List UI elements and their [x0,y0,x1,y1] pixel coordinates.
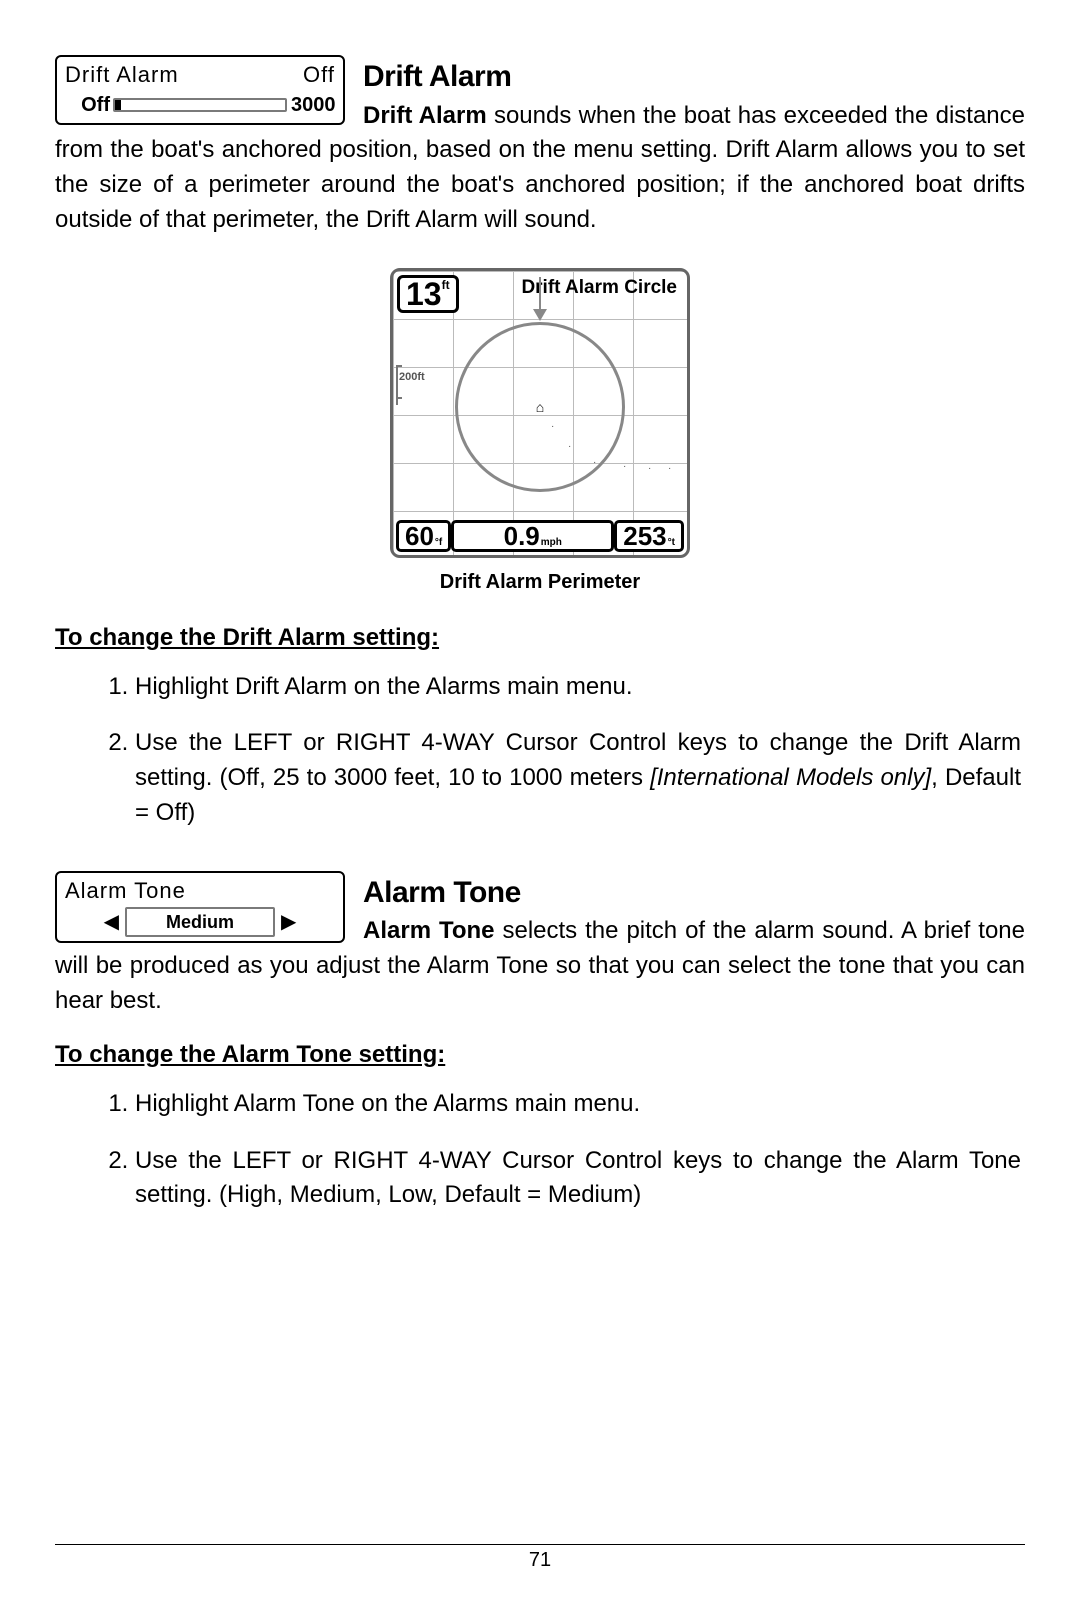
tone-steps-list: Highlight Alarm Tone on the Alarms main … [55,1087,1025,1213]
drift-alarm-section: Drift Alarm Off Off 3000 Drift Alarm Dri… [55,55,1025,831]
depth-readout: 13ft [397,275,459,313]
track-dot: · [648,463,651,474]
drift-alarm-figure: Drift Alarm Circle 13ft ⌂ · · · · · · 20… [55,268,1025,594]
drift-alarm-lead: Drift Alarm [363,102,487,129]
drift-step-2: Use the LEFT or RIGHT 4-WAY Cursor Contr… [135,726,1025,830]
temp-readout: 60°f [396,520,451,552]
slider-thumb[interactable] [115,98,121,112]
temp-value: 60 [405,523,434,549]
slider-min-label: Off [63,91,113,120]
sonar-screen: Drift Alarm Circle 13ft ⌂ · · · · · · 20… [390,268,690,558]
alarm-tone-select[interactable]: Medium [125,907,275,937]
track-dot: · [668,463,671,474]
menu-label: Drift Alarm [65,59,179,91]
heading-unit: °t [668,537,675,548]
boat-icon: ⌂ [536,399,544,415]
left-arrow-icon[interactable]: ◀ [104,912,119,932]
drift-alarm-menu-widget: Drift Alarm Off Off 3000 [55,55,345,125]
right-arrow-icon[interactable]: ▶ [281,912,296,932]
track-dot: · [623,461,626,472]
drift-change-heading: To change the Drift Alarm setting: [55,624,1025,652]
drift-step-2-italic: [International Models only] [650,764,931,791]
sonar-bottom-bar: 60°f 0.9mph 253°t [396,520,684,552]
scale-label: 200ft [399,371,425,383]
arrow-down-icon [533,277,547,321]
drift-steps-list: Highlight Drift Alarm on the Alarms main… [55,670,1025,831]
depth-unit: ft [442,278,450,292]
alarm-tone-section: Alarm Tone ◀ Medium ▶ Alarm Tone Alarm T… [55,871,1025,1213]
tone-change-heading: To change the Alarm Tone setting: [55,1041,1025,1069]
speed-value: 0.9 [504,523,540,549]
heading-value: 253 [623,523,666,549]
scale-bracket: 200ft [399,371,425,383]
track-dot: · [551,421,554,432]
drift-step-1: Highlight Drift Alarm on the Alarms main… [135,670,1025,705]
speed-readout: 0.9mph [451,520,614,552]
alarm-tone-body: Alarm Tone ◀ Medium ▶ Alarm Tone Alarm T… [55,871,1025,1019]
tone-step-2: Use the LEFT or RIGHT 4-WAY Cursor Contr… [135,1144,1025,1214]
speed-unit: mph [541,537,562,548]
slider-max-label: 3000 [287,91,337,120]
alarm-tone-menu-widget: Alarm Tone ◀ Medium ▶ [55,871,345,943]
track-dot: · [568,441,571,452]
drift-alarm-body: Drift Alarm Off Off 3000 Drift Alarm Dri… [55,55,1025,238]
alarm-tone-title: Alarm Tone [363,876,521,909]
figure-bottom-caption: Drift Alarm Perimeter [55,571,1025,594]
drift-alarm-slider[interactable] [113,98,287,112]
drift-alarm-title: Drift Alarm [363,60,511,93]
page-footer: 71 [55,1544,1025,1572]
page-number: 71 [529,1549,551,1571]
tone-step-1: Highlight Alarm Tone on the Alarms main … [135,1087,1025,1122]
depth-value: 13 [406,276,442,312]
track-dot: · [593,457,596,468]
menu-label: Alarm Tone [65,875,186,907]
alarm-tone-lead: Alarm Tone [363,917,495,944]
temp-unit: °f [435,537,442,548]
heading-readout: 253°t [614,520,684,552]
menu-value: Off [303,59,335,91]
